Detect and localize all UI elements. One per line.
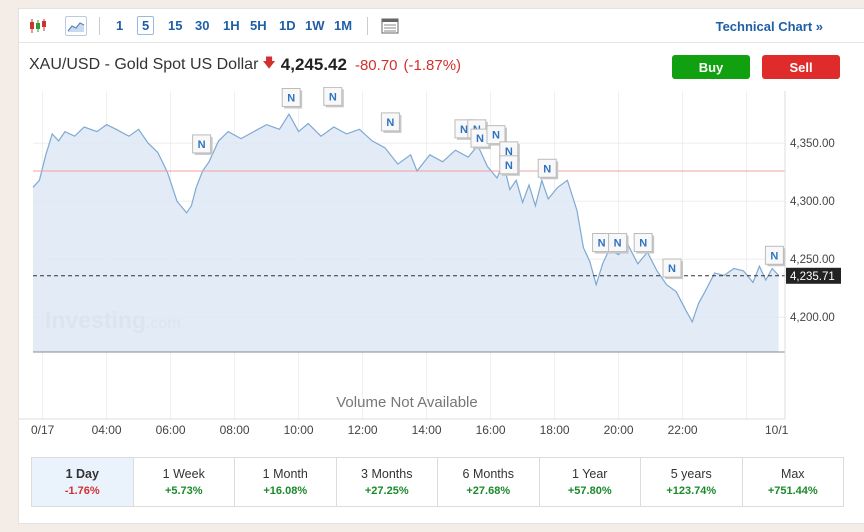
news-marker-box — [380, 112, 400, 132]
news-marker-box — [764, 245, 784, 265]
period-tab[interactable]: 1 Day -1.76% — [32, 458, 134, 506]
news-marker-icon: N — [505, 146, 513, 158]
period-tab-label: 1 Month — [262, 467, 308, 481]
instrument-name: XAU/USD - Gold Spot US Dollar — [29, 56, 259, 73]
technical-chart-link[interactable]: Technical Chart » — [715, 19, 823, 34]
news-marker-box — [499, 155, 519, 175]
news-marker-box — [192, 134, 212, 154]
news-marker-box — [662, 258, 682, 278]
interval-1d[interactable]: 1D — [279, 18, 296, 33]
period-tab-label: 3 Months — [361, 467, 413, 481]
period-tab-label: 5 years — [670, 467, 712, 481]
news-marker-icon: N — [198, 139, 206, 151]
period-tab-label: 1 Day — [65, 467, 99, 481]
news-marker-icon: N — [770, 250, 778, 262]
x-tick-label: 20:00 — [604, 423, 634, 437]
period-tab-change: +57.80% — [567, 485, 612, 497]
y-tick-label: 4,250.00 — [790, 254, 835, 266]
news-marker-box — [486, 125, 506, 145]
news-marker-box — [323, 87, 343, 106]
buy-button[interactable]: Buy — [672, 55, 750, 79]
interval-15[interactable]: 15 — [168, 18, 183, 33]
period-tab[interactable]: 5 years +123.74% — [641, 458, 743, 506]
price-change: -80.70 — [354, 56, 398, 74]
period-tab[interactable]: 1 Week +5.73% — [134, 458, 235, 506]
interval-1h[interactable]: 1H — [223, 18, 240, 33]
interval-1w[interactable]: 1W — [305, 18, 325, 33]
news-marker-icon: N — [639, 238, 647, 250]
interval-5h[interactable]: 5H — [250, 18, 267, 33]
toolbar-divider — [367, 17, 368, 35]
instrument-header: XAU/USD - Gold Spot US Dollar 🡇 4,245.42… — [29, 53, 467, 77]
news-marker-icon: N — [668, 263, 676, 275]
news-marker-box — [608, 233, 628, 253]
period-tab[interactable]: 3 Months +27.25% — [337, 458, 438, 506]
x-tick-label: 12:00 — [348, 423, 378, 437]
period-tabs: 1 Day -1.76% 1 Week +5.73% 1 Month +16.08% 3 M… — [31, 457, 844, 507]
sell-button[interactable]: Sell — [762, 55, 840, 79]
news-marker-icon: N — [460, 124, 468, 136]
y-tick-label: 4,300.00 — [790, 196, 835, 208]
interval-5[interactable]: 5 — [137, 16, 155, 35]
area-chart-icon[interactable] — [65, 16, 87, 36]
period-tab[interactable]: 1 Year +57.80% — [540, 458, 641, 506]
interval-30[interactable]: 30 — [195, 18, 210, 33]
price-chart[interactable]: Investing.com4,350.004,300.004,250.004,2… — [19, 87, 864, 449]
period-tab-change: +5.73% — [164, 485, 203, 497]
news-marker-icon: N — [614, 238, 622, 250]
x-tick-label: 08:00 — [220, 423, 250, 437]
news-marker-icon: N — [492, 130, 500, 142]
news-marker-icon: N — [329, 91, 337, 103]
current-price-label: 4,235.71 — [790, 271, 835, 283]
news-marker-icon: N — [476, 133, 484, 145]
x-tick-label: 10/1 — [765, 423, 789, 437]
period-tab-change: +27.25% — [364, 485, 409, 497]
period-tab-change: -1.76% — [64, 485, 100, 497]
news-marker-icon: N — [543, 163, 551, 175]
period-tab[interactable]: Max +751.44% — [743, 458, 844, 506]
price-area — [33, 114, 779, 352]
interval-1m[interactable]: 1M — [334, 18, 353, 33]
period-tab-label: 6 Months — [462, 467, 514, 481]
current-price-badge — [786, 267, 841, 284]
period-tab-change: +16.08% — [263, 485, 308, 497]
down-arrow-icon: 🡇 — [262, 55, 276, 70]
y-tick-label: 4,200.00 — [790, 312, 835, 324]
news-marker-box — [281, 88, 301, 108]
x-tick-label: 16:00 — [476, 423, 506, 437]
news-marker-icon: N — [505, 160, 513, 172]
x-tick-label: 10:00 — [284, 423, 314, 437]
price-line — [32, 113, 780, 324]
y-tick-label: 4,350.00 — [790, 138, 835, 150]
chart-widget: 1 5 15 30 1H 5H 1D 1W 1M Technical Chart… — [18, 8, 864, 524]
table-view-icon[interactable] — [379, 16, 401, 36]
x-tick-label: 04:00 — [92, 423, 122, 437]
news-marker-icon: N — [386, 117, 394, 129]
period-tab-label: 1 Year — [572, 467, 608, 481]
news-marker-box — [537, 158, 557, 178]
news-marker-icon: N — [598, 238, 606, 250]
interval-1[interactable]: 1 — [116, 18, 124, 33]
x-tick-label: 22:00 — [668, 423, 698, 437]
period-tab-change: +751.44% — [767, 485, 818, 497]
news-marker-box — [633, 233, 653, 253]
period-tab-label: Max — [780, 467, 805, 481]
period-tab[interactable]: 1 Month +16.08% — [235, 458, 337, 506]
period-tab-change: +27.68% — [466, 485, 511, 497]
candlestick-icon[interactable] — [27, 16, 49, 36]
x-tick-label: 18:00 — [540, 423, 570, 437]
x-tick-label: 0/17 — [31, 423, 55, 437]
x-tick-label: 14:00 — [412, 423, 442, 437]
period-tab-change: +123.74% — [666, 485, 717, 497]
chart-toolbar: 1 5 15 30 1H 5H 1D 1W 1M Technical Chart… — [19, 9, 864, 43]
period-tab[interactable]: 6 Months +27.68% — [438, 458, 540, 506]
news-marker-icon: N — [287, 93, 295, 105]
volume-not-available: Volume Not Available — [336, 394, 477, 411]
x-tick-label: 06:00 — [156, 423, 186, 437]
period-tab-label: 1 Week — [162, 467, 205, 481]
price-change-pct: (-1.87%) — [403, 56, 462, 74]
toolbar-divider — [99, 17, 100, 35]
last-price: 4,245.42 — [280, 55, 347, 74]
